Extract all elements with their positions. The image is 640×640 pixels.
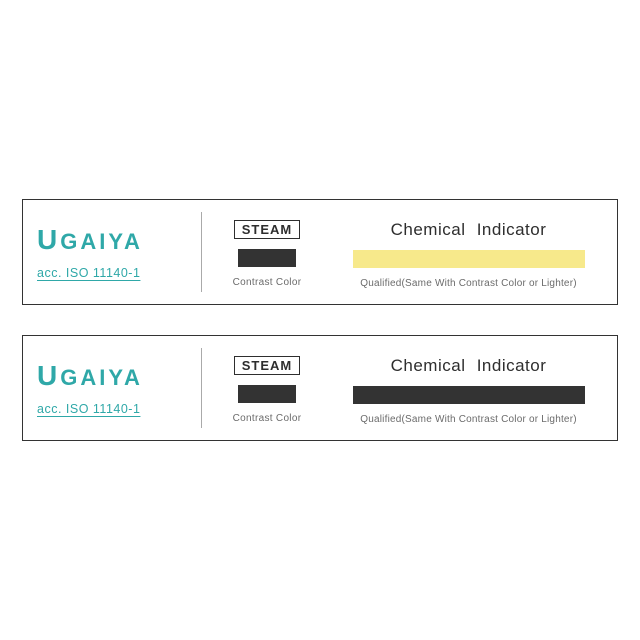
contrast-color-swatch <box>238 385 296 403</box>
brand-column: UGAIYA acc. ISO 11140-1 <box>23 336 201 440</box>
iso-standard: acc. ISO 11140-1 <box>37 402 201 416</box>
indicator-column: Chemical Indicator Qualified(Same With C… <box>332 336 617 440</box>
indicator-column: Chemical Indicator Qualified(Same With C… <box>332 200 617 304</box>
contrast-color-swatch <box>238 249 296 267</box>
iso-standard: acc. ISO 11140-1 <box>37 266 201 280</box>
indicator-swatch <box>353 386 585 404</box>
brand-rest: GAIYA <box>60 365 143 390</box>
indicator-title: Chemical Indicator <box>391 220 547 240</box>
contrast-label: Contrast Color <box>233 277 302 288</box>
brand-first-letter: U <box>37 360 60 391</box>
brand-name: UGAIYA <box>37 224 201 256</box>
qualified-label: Qualified(Same With Contrast Color or Li… <box>360 278 577 289</box>
indicator-swatch <box>353 250 585 268</box>
brand-column: UGAIYA acc. ISO 11140-1 <box>23 200 201 304</box>
qualified-label: Qualified(Same With Contrast Color or Li… <box>360 414 577 425</box>
brand-name: UGAIYA <box>37 360 201 392</box>
contrast-column: STEAM Contrast Color <box>202 336 332 440</box>
brand-rest: GAIYA <box>60 229 143 254</box>
contrast-label: Contrast Color <box>233 413 302 424</box>
brand-first-letter: U <box>37 224 60 255</box>
indicator-title: Chemical Indicator <box>391 356 547 376</box>
sterilization-method: STEAM <box>234 356 301 375</box>
sterilization-method: STEAM <box>234 220 301 239</box>
indicator-strip: UGAIYA acc. ISO 11140-1 STEAM Contrast C… <box>22 335 618 441</box>
contrast-column: STEAM Contrast Color <box>202 200 332 304</box>
indicator-strip: UGAIYA acc. ISO 11140-1 STEAM Contrast C… <box>22 199 618 305</box>
